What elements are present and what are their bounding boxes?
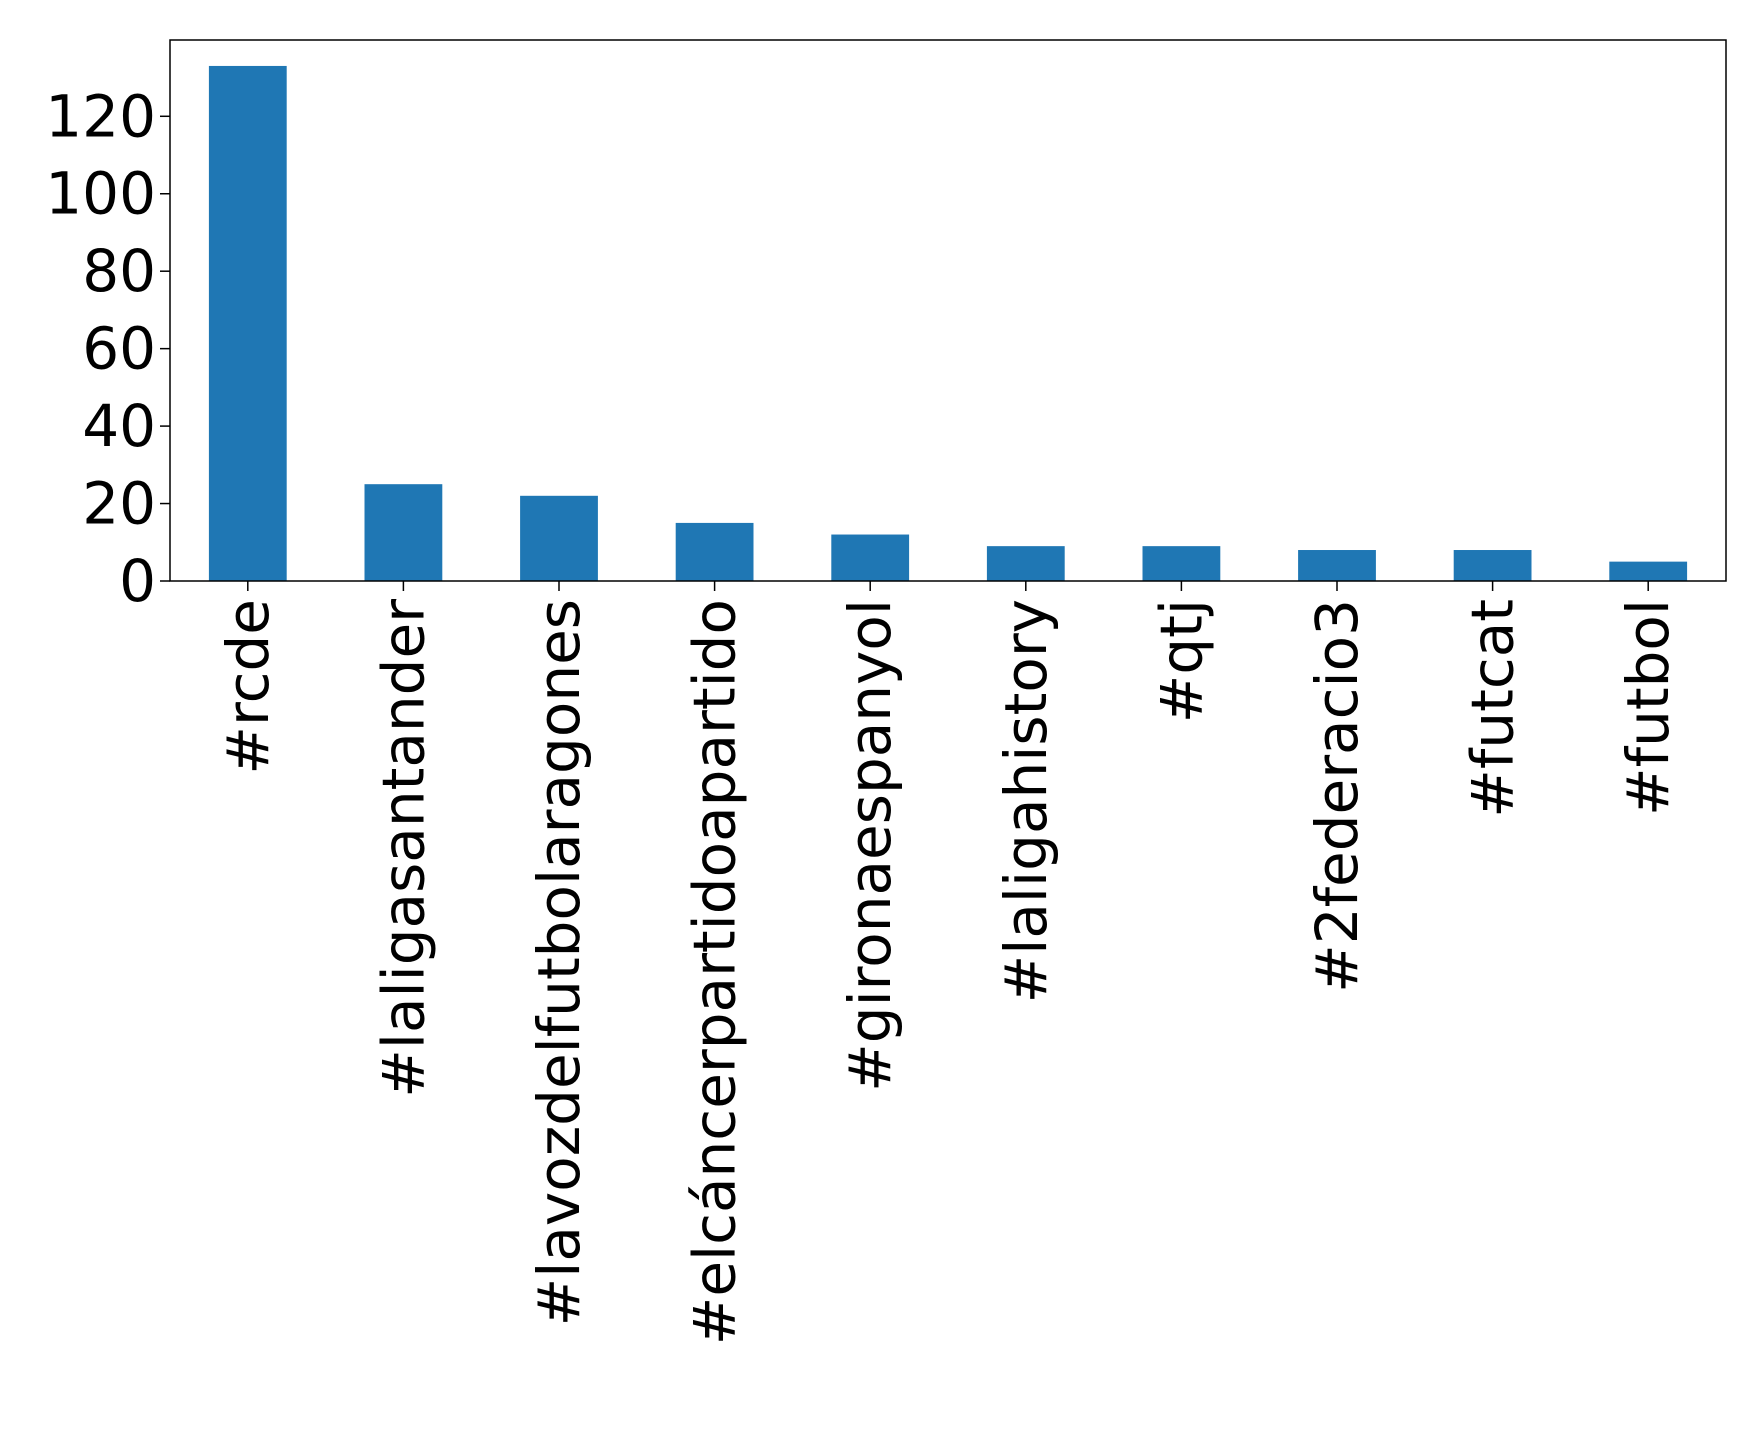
y-tick-label: 100 xyxy=(45,160,156,228)
bar-6 xyxy=(1142,546,1221,581)
y-tick-label: 80 xyxy=(82,237,156,305)
y-axis: 0 20 40 60 80 100 120 xyxy=(45,82,170,615)
y-tick-label: 120 xyxy=(45,82,156,150)
x-tick-label: #laligahistory xyxy=(992,599,1060,1003)
bar-8 xyxy=(1453,550,1532,581)
x-tick-label: #2federacio3 xyxy=(1303,599,1371,993)
y-tick-label: 0 xyxy=(119,547,156,615)
x-tick-label: #laligasantander xyxy=(369,599,437,1098)
bar-3 xyxy=(675,522,754,581)
bars-layer xyxy=(208,65,1688,582)
bar-4 xyxy=(831,534,910,581)
bar-9 xyxy=(1609,561,1688,581)
y-tick-label: 40 xyxy=(82,392,156,460)
x-tick-label: #gironaespanyol xyxy=(836,599,904,1092)
plot-frame xyxy=(169,39,1727,582)
x-axis: #rcde #laligasantander #lavozdelfutbolarag… xyxy=(214,581,1682,1345)
bar-7 xyxy=(1298,550,1376,581)
y-tick-label: 20 xyxy=(82,470,156,538)
y-tick-label: 60 xyxy=(82,315,156,383)
x-tick-label: #futbol xyxy=(1614,599,1682,816)
bar-5 xyxy=(986,546,1065,581)
x-tick-label: #futcat xyxy=(1459,599,1527,818)
bar-0 xyxy=(208,65,287,582)
x-tick-label: #lavozdelfutbolaragones xyxy=(525,599,593,1326)
x-tick-label: #elcáncerpartidoapartido xyxy=(681,599,749,1345)
bar-1 xyxy=(364,484,443,581)
bar-2 xyxy=(520,495,598,581)
x-tick-label: #rcde xyxy=(214,599,282,775)
x-tick-label: #qtj xyxy=(1147,599,1215,723)
